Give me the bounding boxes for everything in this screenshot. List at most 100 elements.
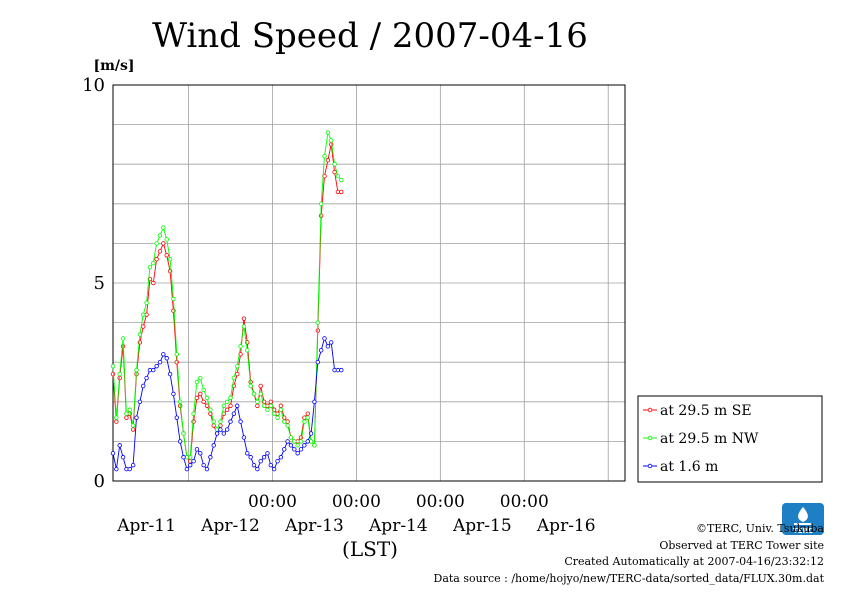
data-point bbox=[164, 237, 169, 242]
data-point bbox=[201, 462, 206, 468]
data-point bbox=[161, 352, 166, 357]
data-point bbox=[157, 249, 163, 254]
data-point bbox=[184, 466, 190, 472]
created-text: Created Automatically at 2007-04-16/23:3… bbox=[564, 555, 824, 568]
data-point bbox=[171, 296, 176, 302]
data-point bbox=[305, 411, 310, 416]
data-point bbox=[124, 411, 129, 416]
data-point bbox=[161, 241, 166, 246]
data-point bbox=[325, 344, 331, 349]
data-point bbox=[114, 415, 119, 420]
data-point bbox=[255, 466, 260, 472]
data-point bbox=[268, 462, 273, 468]
data-point bbox=[305, 439, 310, 444]
data-point bbox=[167, 371, 173, 377]
chart-title: Wind Speed / 2007-04-16 bbox=[152, 16, 588, 56]
data-point bbox=[130, 423, 136, 428]
data-point bbox=[285, 423, 290, 428]
data-point bbox=[329, 340, 334, 345]
data-point bbox=[265, 451, 270, 456]
data-point bbox=[204, 395, 210, 401]
x-date-label: Apr-12 bbox=[200, 516, 260, 536]
data-point bbox=[241, 324, 247, 329]
data-point bbox=[228, 395, 233, 401]
data-point bbox=[188, 462, 193, 468]
data-point bbox=[141, 383, 146, 389]
data-point bbox=[114, 466, 119, 472]
data-point bbox=[292, 439, 297, 444]
data-point bbox=[110, 363, 116, 369]
data-point bbox=[137, 332, 143, 337]
data-point bbox=[318, 201, 324, 206]
data-point bbox=[332, 161, 337, 167]
data-point bbox=[124, 415, 129, 420]
data-point bbox=[194, 447, 200, 452]
legend-swatch-marker bbox=[647, 435, 653, 441]
data-point bbox=[211, 443, 216, 448]
data-point bbox=[120, 455, 126, 460]
data-point bbox=[218, 427, 223, 432]
data-point bbox=[255, 399, 260, 404]
data-point bbox=[167, 257, 173, 262]
data-point bbox=[191, 419, 196, 424]
data-point bbox=[154, 257, 159, 262]
y-axis-label: [m/s] bbox=[93, 58, 134, 74]
y-tick-label: 10 bbox=[82, 75, 105, 96]
data-point bbox=[144, 375, 149, 381]
data-point bbox=[174, 352, 179, 357]
data-point bbox=[201, 387, 206, 393]
data-point bbox=[130, 462, 136, 468]
data-point bbox=[285, 439, 290, 444]
credits: ©TERC, Univ. Tsukuba Observed at TERC To… bbox=[434, 521, 825, 587]
data-point bbox=[292, 447, 297, 452]
data-point bbox=[261, 455, 267, 460]
data-point bbox=[157, 233, 163, 238]
data-point bbox=[228, 419, 233, 424]
data-point bbox=[171, 308, 176, 313]
y-tick-label: 0 bbox=[94, 471, 105, 492]
x-axis-ticks: 00:00 00:00 00:00 00:00 Apr-11 Apr-12 Apr-13 Ap… bbox=[116, 492, 595, 536]
observed-text: Observed at TERC Tower site bbox=[659, 538, 824, 552]
data-point bbox=[322, 154, 327, 159]
data-point bbox=[221, 403, 226, 408]
data-point bbox=[312, 443, 317, 448]
data-point bbox=[335, 173, 341, 179]
x-date-label: Apr-14 bbox=[368, 516, 428, 536]
data-point bbox=[258, 383, 263, 389]
data-point bbox=[318, 348, 324, 353]
data-point bbox=[198, 451, 203, 456]
data-point bbox=[181, 431, 186, 436]
legend-label: at 29.5 m SE bbox=[660, 403, 752, 419]
data-point bbox=[305, 415, 310, 420]
data-point bbox=[268, 399, 273, 404]
data-point bbox=[248, 383, 253, 389]
data-point bbox=[137, 399, 143, 404]
data-point bbox=[288, 443, 294, 448]
data-point bbox=[151, 261, 156, 266]
data-point bbox=[174, 415, 179, 420]
data-point bbox=[339, 189, 344, 195]
data-point bbox=[278, 407, 284, 412]
data-point bbox=[241, 316, 247, 321]
data-point bbox=[117, 443, 122, 448]
data-point bbox=[188, 455, 193, 460]
data-point bbox=[134, 415, 139, 420]
x-date-label: Apr-15 bbox=[452, 516, 512, 536]
data-point bbox=[268, 403, 273, 408]
data-point bbox=[245, 451, 250, 456]
x-date-label: Apr-11 bbox=[116, 516, 176, 536]
data-point bbox=[308, 431, 314, 436]
legend-label: at 29.5 m NW bbox=[660, 431, 759, 447]
legend: at 29.5 m SE at 29.5 m NW at 1.6 m bbox=[637, 395, 823, 483]
data-point bbox=[282, 447, 287, 452]
x-tick-label: 00:00 bbox=[248, 492, 297, 512]
data-point bbox=[302, 419, 307, 424]
data-point bbox=[228, 403, 233, 408]
logo-text: TERC bbox=[793, 527, 813, 535]
data-point bbox=[325, 130, 331, 135]
y-tick-label: 5 bbox=[94, 273, 105, 294]
data-point bbox=[224, 427, 230, 432]
data-point bbox=[171, 391, 176, 397]
data-point bbox=[312, 399, 317, 404]
data-point bbox=[151, 367, 156, 373]
